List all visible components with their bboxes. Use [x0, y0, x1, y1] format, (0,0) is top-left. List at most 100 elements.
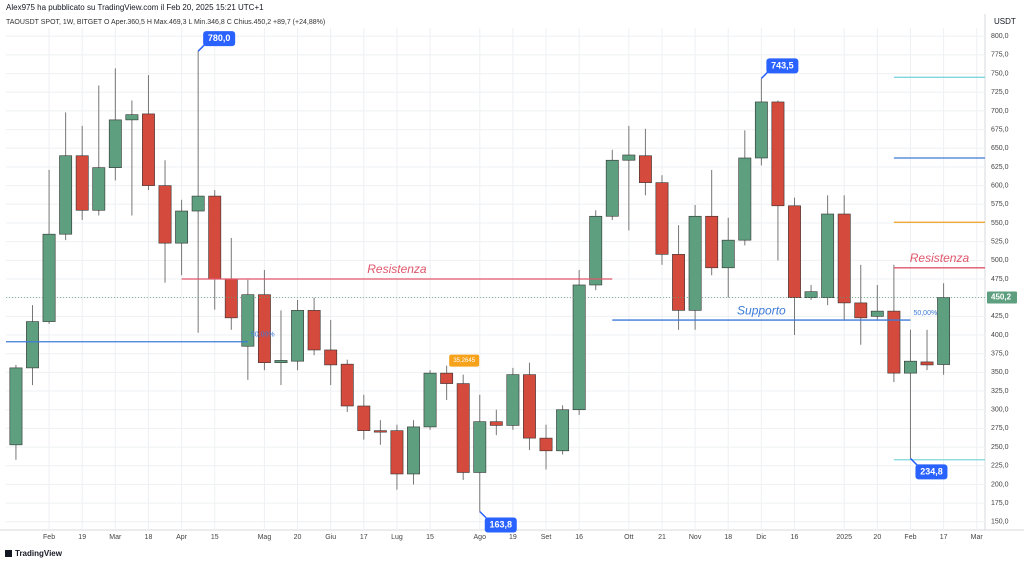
x-tick-label: 17 [360, 534, 368, 541]
x-tick-label: 18 [145, 534, 153, 541]
callout-box [915, 464, 948, 480]
level-label: Resistenza [910, 251, 970, 265]
candle-body [407, 426, 420, 475]
candle-body [108, 119, 122, 168]
x-tick-label: 16 [791, 534, 799, 541]
y-tick-label: 750,0 [991, 70, 1009, 77]
x-tick-label: 18 [724, 534, 732, 541]
candle-body [324, 349, 338, 366]
candle-body [705, 215, 719, 269]
x-tick-label: Nov [689, 534, 702, 541]
candle-body [523, 374, 536, 439]
candle-body [75, 155, 89, 211]
x-tick-label: Giu [325, 534, 336, 541]
candle-body [307, 310, 321, 351]
y-tick-label: 225,0 [991, 463, 1009, 470]
candle-body [373, 430, 387, 433]
y-tick-label: 300,0 [991, 407, 1009, 414]
candle-body [274, 360, 288, 363]
last-price-tag [987, 291, 1017, 304]
x-tick-label: Set [541, 534, 552, 541]
candle-body [804, 291, 818, 298]
callout-box [484, 517, 517, 533]
x-tick-label: 17 [940, 534, 948, 541]
callout-label: 234,8 [920, 466, 943, 476]
candle-body [440, 372, 454, 384]
candle-body [208, 195, 222, 280]
candle-body [672, 254, 685, 311]
candle-body [539, 437, 553, 452]
y-tick-label: 275,0 [991, 425, 1009, 432]
y-tick-label: 575,0 [991, 201, 1009, 208]
y-tick-label: 700,0 [991, 108, 1009, 115]
y-tick-label: 325,0 [991, 388, 1009, 395]
x-tick-label: Dic [756, 534, 767, 541]
candle-body [887, 310, 901, 374]
x-tick-label: 20 [873, 534, 881, 541]
x-tick-label: 16 [575, 534, 583, 541]
y-tick-label: 400,0 [991, 332, 1009, 339]
y-tick-label: 625,0 [991, 164, 1009, 171]
level-label: Supporto [737, 303, 786, 317]
x-tick-label: 19 [78, 534, 86, 541]
x-tick-label: 20 [294, 534, 302, 541]
y-tick-label: 150,0 [991, 519, 1009, 526]
y-tick-label: 775,0 [991, 52, 1009, 59]
candle-body [42, 233, 56, 322]
x-tick-label: Feb [904, 534, 916, 541]
candle-body [920, 361, 934, 366]
level-note: 50,00% [251, 332, 275, 339]
callout-label: 743,5 [771, 60, 794, 70]
candle-body [191, 195, 205, 212]
candle-body [456, 383, 470, 473]
x-tick-label: Lug [391, 534, 403, 541]
x-tick-label: 19 [509, 534, 517, 541]
x-tick-label: Apr [176, 534, 188, 541]
callout-box [766, 58, 799, 74]
y-tick-label: 800,0 [991, 33, 1009, 40]
candle-body [605, 159, 619, 217]
x-tick-label: 21 [658, 534, 666, 541]
x-tick-label: Mar [109, 534, 122, 541]
candle-body [655, 182, 669, 255]
candle-body [241, 294, 255, 347]
y-tick-label: 675,0 [991, 126, 1009, 133]
logo [5, 550, 12, 557]
candle-body [158, 185, 172, 244]
callout-label: 163,8 [489, 519, 512, 529]
candle-body [390, 430, 404, 475]
candle-body [9, 367, 23, 446]
brand: TradingView [15, 549, 63, 558]
candle-body [688, 215, 702, 311]
candle-body [788, 205, 801, 298]
candle-body [589, 215, 603, 286]
x-tick-label: Feb [43, 534, 55, 541]
y-tick-label: 600,0 [991, 182, 1009, 189]
x-tick-label: 15 [426, 534, 434, 541]
candle-body [26, 321, 39, 369]
candle-body [738, 157, 752, 241]
x-tick-label: Ott [624, 534, 633, 541]
candle-body [638, 155, 652, 183]
level-label: Resistenza [367, 262, 427, 276]
currency: USDT [994, 17, 1016, 26]
candle-body [257, 294, 271, 363]
callout-label: 780,0 [208, 33, 231, 43]
y-tick-label: 250,0 [991, 444, 1009, 451]
x-tick-label: Mar [971, 534, 984, 541]
legend: TAOUSDT SPOT, 1W, BITGET O Aper.360,5 H … [6, 19, 325, 26]
y-tick-label: 725,0 [991, 89, 1009, 96]
candle-body [423, 372, 437, 428]
x-tick-label: 2025 [836, 534, 852, 541]
y-tick-label: 375,0 [991, 351, 1009, 358]
candle-body [754, 101, 768, 159]
x-tick-label: 15 [211, 534, 219, 541]
candle-body [904, 360, 917, 374]
x-tick-label: Mag [258, 534, 272, 541]
candle-body [821, 213, 835, 298]
candle-body [340, 363, 354, 407]
candle-body [357, 405, 371, 431]
candle-body [59, 155, 73, 235]
y-tick-label: 475,0 [991, 276, 1009, 283]
